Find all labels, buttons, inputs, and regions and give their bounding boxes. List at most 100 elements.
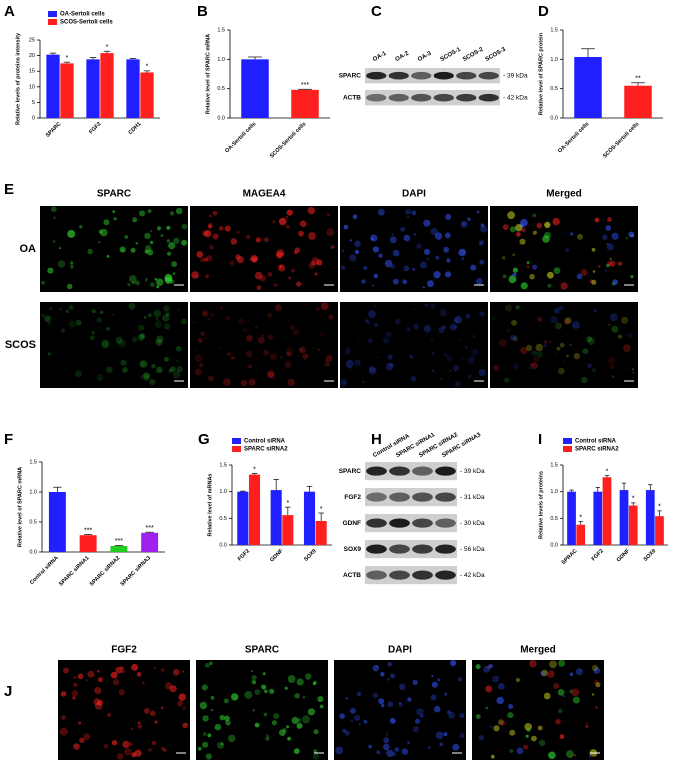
scale-bar-label: 50 μm bbox=[174, 286, 186, 291]
fluorescence bbox=[454, 315, 463, 324]
fluorescence bbox=[531, 362, 538, 370]
fluorescence bbox=[305, 673, 312, 680]
fluorescence bbox=[258, 337, 265, 344]
fluorescence bbox=[296, 678, 304, 686]
fluorescence bbox=[59, 308, 62, 311]
fluorescence bbox=[47, 352, 52, 356]
fluorescence bbox=[228, 734, 236, 743]
panel-letter: J bbox=[4, 683, 12, 700]
fluorescence bbox=[454, 381, 461, 387]
size-label: - 30 kDa bbox=[460, 520, 485, 527]
fluorescence bbox=[479, 239, 485, 245]
fluorescence bbox=[525, 344, 533, 352]
fluorescence bbox=[627, 332, 633, 339]
fluorescence bbox=[165, 312, 170, 317]
blot-band bbox=[366, 71, 387, 80]
fluorescence bbox=[426, 258, 429, 261]
fluorescence bbox=[263, 349, 269, 356]
fluorescence bbox=[435, 255, 440, 260]
legend-label: SPARC siRNA2 bbox=[244, 447, 288, 453]
fluorescence bbox=[94, 686, 102, 695]
blot-band bbox=[478, 93, 499, 102]
fluorescence bbox=[251, 675, 257, 681]
fluorescence bbox=[166, 251, 172, 256]
significance-label: * bbox=[632, 496, 635, 503]
lane-label: SPARC siRNA2 bbox=[418, 432, 459, 459]
fluorescence bbox=[267, 272, 273, 277]
fluorescence bbox=[248, 378, 256, 386]
y-axis-label: Relative level of mRNAs bbox=[207, 474, 213, 537]
fluorescence bbox=[529, 362, 534, 367]
micrograph bbox=[340, 206, 488, 292]
fluorescence bbox=[569, 343, 572, 347]
fluorescence bbox=[405, 700, 408, 703]
fluorescence bbox=[372, 664, 380, 672]
y-tick-label: 5 bbox=[32, 100, 35, 106]
fluorescence bbox=[512, 253, 515, 256]
scale-bar-label: 50 μm bbox=[474, 382, 486, 387]
protein-label: GDNF bbox=[343, 520, 361, 527]
fluorescence bbox=[250, 669, 253, 673]
blot-band bbox=[433, 71, 454, 80]
fluorescence bbox=[314, 272, 318, 276]
fluorescence bbox=[85, 679, 88, 682]
x-tick-label: FGF2 bbox=[237, 548, 251, 562]
fluorescence bbox=[563, 318, 570, 325]
fluorescence bbox=[478, 735, 484, 741]
error-bar bbox=[251, 473, 258, 475]
fluorescence bbox=[349, 239, 353, 242]
y-tick-label: 1.0 bbox=[550, 57, 558, 63]
panel-letter: F bbox=[4, 431, 13, 448]
fluorescence bbox=[110, 671, 118, 679]
fluorescence bbox=[100, 329, 103, 332]
fluorescence bbox=[142, 374, 150, 382]
fluorescence bbox=[358, 337, 361, 341]
blot-band bbox=[412, 492, 433, 502]
fluorescence bbox=[448, 711, 456, 719]
fluorescence bbox=[208, 244, 214, 250]
fluorescence bbox=[395, 318, 401, 325]
fluorescence bbox=[618, 261, 623, 266]
fluorescence bbox=[130, 727, 134, 731]
fluorescence bbox=[150, 710, 156, 717]
blot-band bbox=[388, 71, 409, 80]
blot-band bbox=[412, 544, 433, 554]
error-bar bbox=[114, 545, 124, 546]
fluorescence bbox=[411, 210, 417, 216]
fluorescence bbox=[541, 669, 548, 677]
fluorescence bbox=[581, 376, 588, 384]
fluorescence bbox=[372, 692, 379, 699]
fluorescence bbox=[267, 334, 274, 341]
fluorescence bbox=[367, 321, 370, 324]
fluorescence bbox=[91, 331, 95, 335]
bar bbox=[141, 532, 159, 552]
fluorescence bbox=[423, 248, 431, 255]
fluorescence bbox=[548, 751, 556, 760]
error-bar bbox=[581, 48, 595, 57]
fluorescence bbox=[312, 753, 319, 760]
fluorescence bbox=[50, 206, 57, 213]
fluorescence bbox=[422, 286, 425, 289]
fluorescence bbox=[490, 725, 493, 728]
fluorescence bbox=[368, 365, 376, 373]
fluorescence bbox=[210, 312, 215, 317]
fluorescence bbox=[374, 322, 379, 327]
fluorescence bbox=[520, 282, 528, 290]
bar bbox=[100, 53, 114, 118]
fluorescence bbox=[443, 732, 448, 737]
fluorescence bbox=[120, 359, 127, 366]
fluorescence bbox=[224, 715, 230, 722]
legend-label: Control siRNA bbox=[244, 439, 286, 445]
micrograph bbox=[340, 302, 488, 388]
fluorescence bbox=[557, 689, 565, 696]
fluorescence bbox=[537, 725, 543, 731]
fluorescence bbox=[317, 348, 321, 352]
fluorescence bbox=[97, 699, 103, 706]
bar bbox=[86, 59, 100, 118]
fluorescence bbox=[122, 367, 128, 373]
fluorescence bbox=[292, 328, 300, 336]
fluorescence bbox=[177, 700, 183, 707]
fluorescence bbox=[532, 264, 538, 270]
fluorescence bbox=[440, 377, 443, 380]
micrograph bbox=[334, 660, 466, 760]
